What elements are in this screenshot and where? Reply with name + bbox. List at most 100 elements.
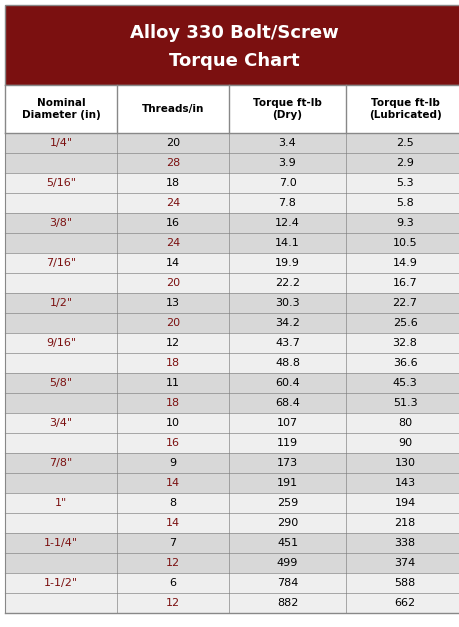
Text: 12.4: 12.4 bbox=[275, 218, 300, 228]
Text: 20: 20 bbox=[166, 138, 180, 148]
Text: 16: 16 bbox=[166, 438, 180, 448]
Bar bbox=[5, 493, 459, 513]
Text: 8: 8 bbox=[169, 498, 177, 508]
Bar bbox=[5, 553, 459, 573]
Text: 130: 130 bbox=[394, 458, 415, 468]
Text: 10.5: 10.5 bbox=[393, 238, 417, 248]
Text: 51.3: 51.3 bbox=[393, 398, 417, 408]
Text: 3/4": 3/4" bbox=[50, 418, 73, 428]
Text: 5.3: 5.3 bbox=[396, 178, 414, 188]
Text: 3.9: 3.9 bbox=[279, 158, 297, 168]
Text: 5.8: 5.8 bbox=[396, 198, 414, 208]
Text: 374: 374 bbox=[394, 558, 416, 568]
Bar bbox=[5, 473, 459, 493]
Text: 43.7: 43.7 bbox=[275, 338, 300, 348]
Bar bbox=[5, 213, 459, 233]
Text: 7/8": 7/8" bbox=[50, 458, 73, 468]
Bar bbox=[5, 85, 459, 133]
Text: 662: 662 bbox=[394, 598, 415, 608]
Text: Torque ft-lb
(Dry): Torque ft-lb (Dry) bbox=[253, 98, 322, 120]
Bar bbox=[5, 393, 459, 413]
Text: 9.3: 9.3 bbox=[396, 218, 414, 228]
Bar bbox=[5, 413, 459, 433]
Bar bbox=[5, 233, 459, 253]
Text: 259: 259 bbox=[277, 498, 298, 508]
Text: 9/16": 9/16" bbox=[46, 338, 76, 348]
Text: 16.7: 16.7 bbox=[392, 278, 417, 288]
Text: 36.6: 36.6 bbox=[393, 358, 417, 368]
Text: 7.0: 7.0 bbox=[279, 178, 297, 188]
Text: 2.5: 2.5 bbox=[396, 138, 414, 148]
Text: Torque ft-lb
(Lubricated): Torque ft-lb (Lubricated) bbox=[369, 98, 442, 120]
Text: 13: 13 bbox=[166, 298, 180, 308]
Text: 1-1/2": 1-1/2" bbox=[44, 578, 78, 588]
Text: 14: 14 bbox=[166, 478, 180, 488]
Text: 14.9: 14.9 bbox=[392, 258, 417, 268]
Text: 194: 194 bbox=[394, 498, 416, 508]
Bar bbox=[5, 513, 459, 533]
Text: 48.8: 48.8 bbox=[275, 358, 300, 368]
Text: 191: 191 bbox=[277, 478, 298, 488]
Text: 143: 143 bbox=[394, 478, 415, 488]
Text: 1/2": 1/2" bbox=[50, 298, 73, 308]
Bar bbox=[5, 573, 459, 593]
Text: 338: 338 bbox=[394, 538, 415, 548]
Bar bbox=[5, 293, 459, 313]
Bar bbox=[5, 253, 459, 273]
Text: 25.6: 25.6 bbox=[392, 318, 417, 328]
Text: 14: 14 bbox=[166, 518, 180, 528]
Text: 32.8: 32.8 bbox=[392, 338, 417, 348]
Text: 22.2: 22.2 bbox=[275, 278, 300, 288]
Text: 24: 24 bbox=[166, 198, 180, 208]
Text: 28: 28 bbox=[166, 158, 180, 168]
Text: Alloy 330 Bolt/Screw: Alloy 330 Bolt/Screw bbox=[130, 24, 339, 42]
Text: 14.1: 14.1 bbox=[275, 238, 300, 248]
Text: 10: 10 bbox=[166, 418, 180, 428]
Text: 173: 173 bbox=[277, 458, 298, 468]
Bar bbox=[5, 373, 459, 393]
Text: 22.7: 22.7 bbox=[392, 298, 418, 308]
Bar bbox=[5, 533, 459, 553]
Text: 588: 588 bbox=[394, 578, 416, 588]
Text: Nominal
Diameter (in): Nominal Diameter (in) bbox=[22, 98, 101, 120]
Bar bbox=[5, 353, 459, 373]
Text: 30.3: 30.3 bbox=[275, 298, 300, 308]
Bar bbox=[5, 593, 459, 613]
Text: 6: 6 bbox=[169, 578, 177, 588]
Text: 12: 12 bbox=[166, 338, 180, 348]
Text: 5/8": 5/8" bbox=[50, 378, 73, 388]
Text: 80: 80 bbox=[398, 418, 412, 428]
Text: 1/4": 1/4" bbox=[50, 138, 73, 148]
Text: 7.8: 7.8 bbox=[279, 198, 297, 208]
Text: 12: 12 bbox=[166, 558, 180, 568]
Text: 60.4: 60.4 bbox=[275, 378, 300, 388]
Text: 20: 20 bbox=[166, 318, 180, 328]
Text: 45.3: 45.3 bbox=[392, 378, 417, 388]
Text: 18: 18 bbox=[166, 398, 180, 408]
Text: 218: 218 bbox=[394, 518, 416, 528]
Text: 3/8": 3/8" bbox=[50, 218, 73, 228]
Bar bbox=[5, 173, 459, 193]
Text: 784: 784 bbox=[277, 578, 298, 588]
Text: 19.9: 19.9 bbox=[275, 258, 300, 268]
Text: 12: 12 bbox=[166, 598, 180, 608]
Text: 7/16": 7/16" bbox=[46, 258, 76, 268]
Text: 7: 7 bbox=[169, 538, 177, 548]
Bar bbox=[5, 133, 459, 153]
Text: 14: 14 bbox=[166, 258, 180, 268]
Text: 11: 11 bbox=[166, 378, 180, 388]
Text: 18: 18 bbox=[166, 178, 180, 188]
Text: 90: 90 bbox=[398, 438, 412, 448]
Text: 2.9: 2.9 bbox=[396, 158, 414, 168]
Text: 3.4: 3.4 bbox=[279, 138, 297, 148]
Text: Torque Chart: Torque Chart bbox=[169, 52, 300, 70]
Text: 290: 290 bbox=[277, 518, 298, 528]
Text: 499: 499 bbox=[277, 558, 298, 568]
Text: 34.2: 34.2 bbox=[275, 318, 300, 328]
Text: 451: 451 bbox=[277, 538, 298, 548]
Text: 119: 119 bbox=[277, 438, 298, 448]
Text: 1-1/4": 1-1/4" bbox=[44, 538, 78, 548]
Text: 68.4: 68.4 bbox=[275, 398, 300, 408]
Bar bbox=[5, 193, 459, 213]
Bar bbox=[5, 153, 459, 173]
